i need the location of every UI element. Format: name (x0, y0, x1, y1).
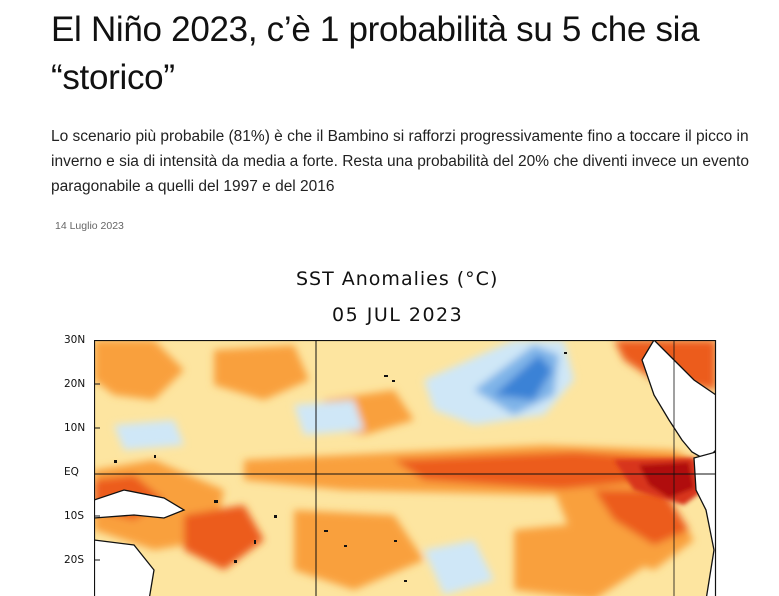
map-title: SST Anomalies (°C) (296, 268, 499, 290)
lat-label-10n: 10N (64, 422, 86, 434)
article-subtitle: Lo scenario più probabile (81%) è che il… (51, 128, 749, 195)
sst-anomaly-map-figure: SST Anomalies (°C) 05 JUL 2023 30N 20N 1… (60, 262, 779, 596)
lat-label-30n: 30N (64, 334, 86, 346)
land-australia (94, 539, 155, 596)
sst-anomaly-map (94, 340, 717, 596)
lat-label-eq: EQ (64, 466, 79, 478)
peru-extreme-anomaly (614, 458, 704, 505)
map-frame (94, 340, 717, 596)
pacific-islands (114, 352, 567, 582)
publish-date: 14 Luglio 2023 (55, 220, 124, 232)
lat-label-20s: 20S (64, 554, 85, 566)
map-date: 05 JUL 2023 (332, 304, 464, 326)
lat-label-20n: 20N (64, 378, 86, 390)
map-ticks (94, 383, 100, 561)
land-new-guinea (94, 489, 186, 519)
land-south-america (693, 451, 716, 596)
lat-label-10s: 10S (64, 510, 85, 522)
article-title: El Niño 2023, c’è 1 probabilità su 5 che… (51, 10, 700, 97)
